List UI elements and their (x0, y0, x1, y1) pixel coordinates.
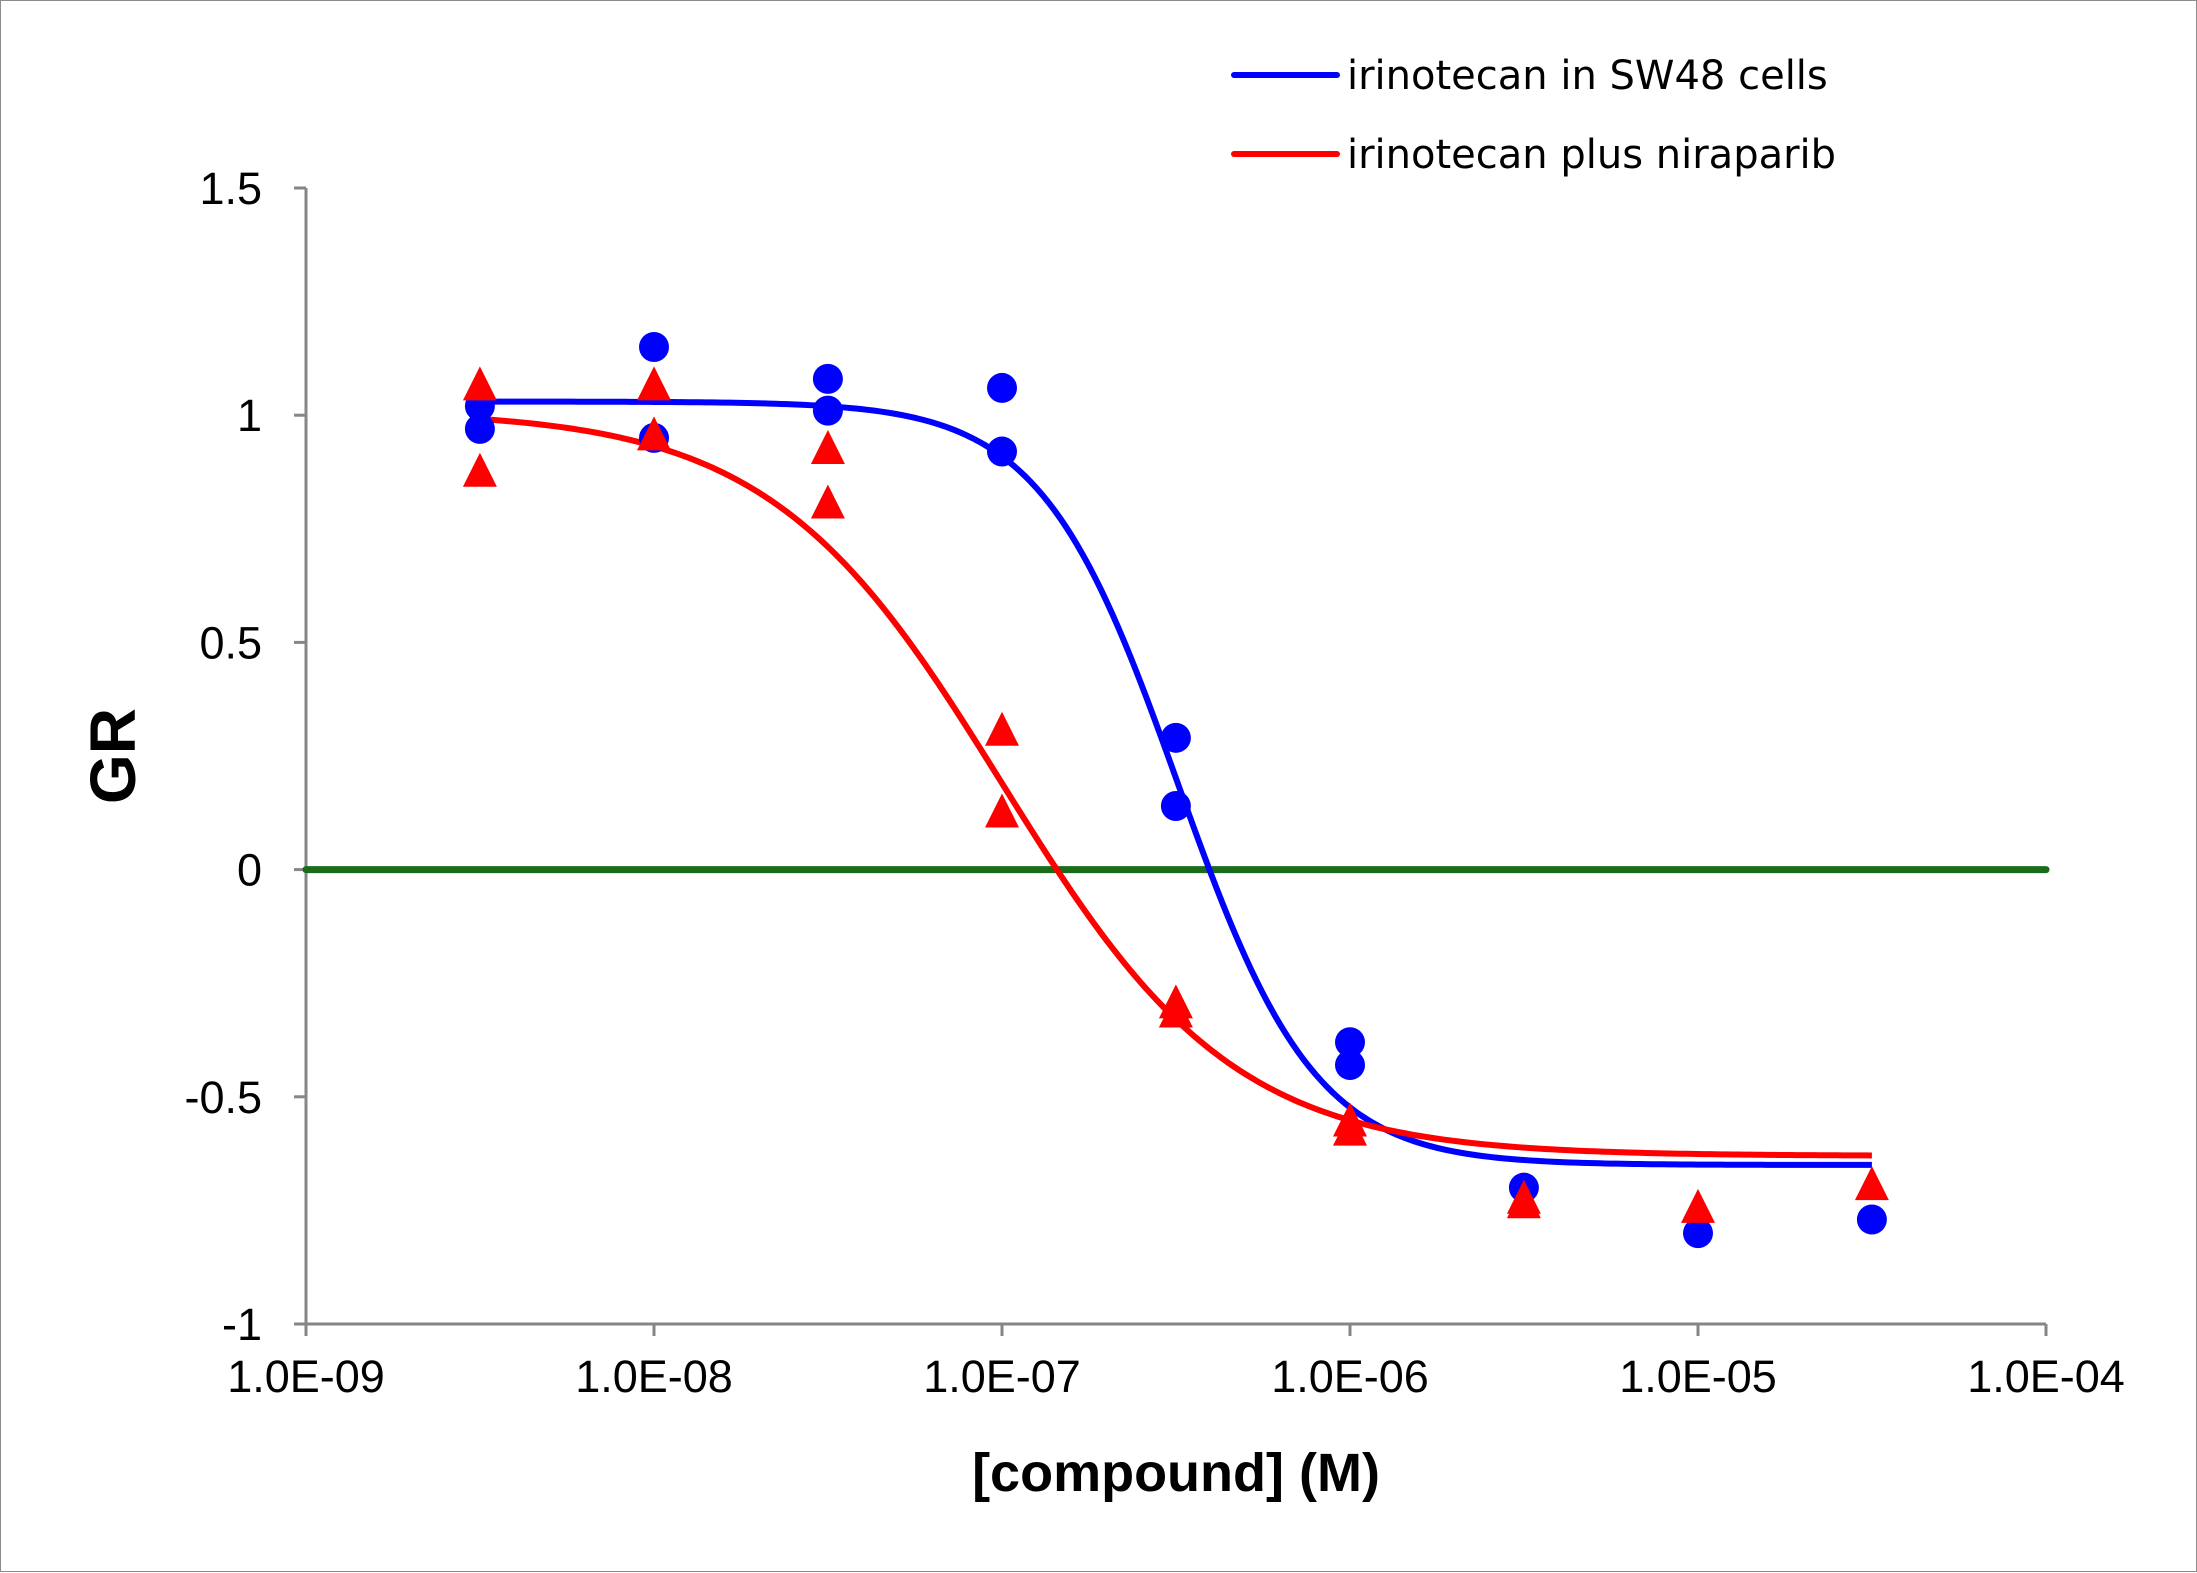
data-point-series-2 (637, 366, 671, 401)
y-tick-label: 0.5 (199, 617, 262, 668)
data-point-series-2 (1681, 1188, 1715, 1223)
data-point-series-1 (812, 363, 843, 394)
x-tick-label: 1.0E-05 (1619, 1351, 1777, 1402)
y-tick-label: -0.5 (184, 1072, 262, 1123)
data-point-series-1 (987, 436, 1017, 467)
data-point-series-1 (1856, 1204, 1887, 1235)
data-point-series-1 (1160, 722, 1191, 753)
ticks: 1.0E-09 1.0E-08 1.0E-07 1.0E-06 1.0E-05 1.0E-… (184, 163, 2124, 1402)
y-tick-label: 0 (237, 845, 262, 896)
data-point-series-1 (812, 395, 843, 426)
data-point-series-1 (1160, 790, 1191, 821)
data-point-series-1 (1335, 1027, 1365, 1058)
data-point-series-1 (464, 413, 495, 444)
data-point-series-2 (462, 452, 497, 487)
fit-curve-series-1 (479, 398, 1872, 1168)
fit-curve-series-2 (479, 415, 1872, 1159)
data-point-series-2 (1506, 1184, 1541, 1219)
legend-label-series-2: irinotecan plus niraparib (1347, 132, 1836, 178)
y-tick-label: 1 (237, 390, 262, 441)
x-tick-label: 1.0E-07 (923, 1351, 1081, 1402)
data-point-series-1 (639, 332, 669, 363)
y-axis-title: GR (77, 708, 149, 804)
data-point-series-1 (987, 372, 1017, 403)
data-point-series-2 (985, 793, 1019, 828)
x-tick-label: 1.0E-04 (1967, 1351, 2125, 1402)
x-tick-label: 1.0E-08 (575, 1351, 733, 1402)
y-tick-label: 1.5 (199, 163, 262, 214)
axes (304, 188, 2046, 1326)
fit-curves (479, 398, 1872, 1168)
data-point-series-2 (1854, 1166, 1889, 1201)
data-point-series-2 (462, 366, 497, 401)
data-point-series-2 (637, 416, 671, 451)
data-point-series-1 (1683, 1218, 1713, 1249)
x-tick-label: 1.0E-06 (1271, 1351, 1429, 1402)
data-point-series-2 (985, 711, 1019, 746)
x-tick-label: 1.0E-09 (227, 1351, 385, 1402)
legend-label-series-1: irinotecan in SW48 cells (1347, 53, 1828, 99)
data-points (462, 332, 1889, 1249)
data-point-series-2 (810, 484, 845, 519)
x-axis-title: [compound] (M) (972, 1443, 1380, 1503)
data-point-series-2 (1333, 1111, 1367, 1146)
data-point-series-2 (1158, 993, 1193, 1028)
data-point-series-1 (1335, 1049, 1365, 1080)
data-point-series-2 (810, 430, 845, 465)
y-tick-label: -1 (222, 1299, 262, 1350)
legend: irinotecan in SW48 cells irinotecan plus… (1231, 53, 1836, 178)
